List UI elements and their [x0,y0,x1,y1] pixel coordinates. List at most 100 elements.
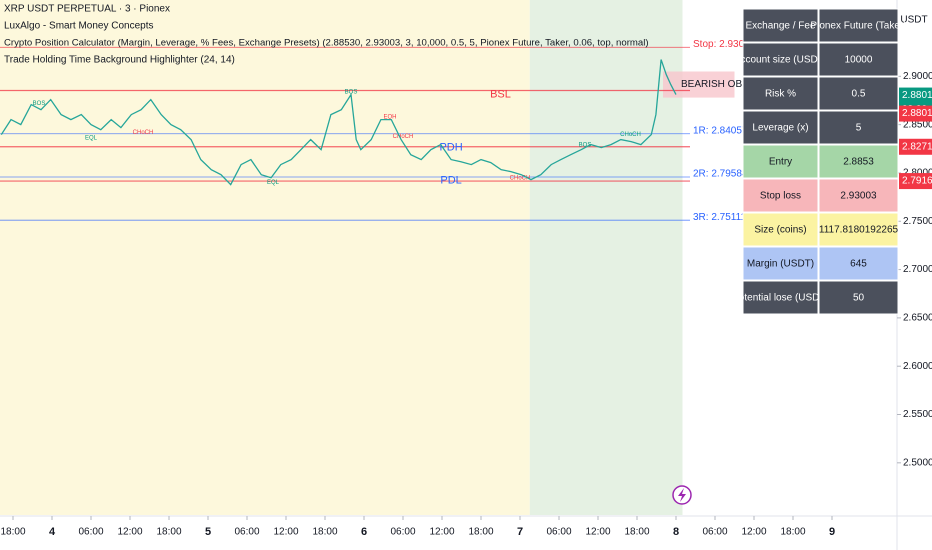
order-block-label: BEARISH OB [681,79,742,90]
x-tick-label: 06:00 [390,527,415,538]
structure-label: PDL [440,174,461,186]
table-text: Leverage (x) [752,123,808,134]
table-text: 1117.8180192265 [819,225,899,236]
structure-label: EQL [85,136,98,142]
table-text: Entry [769,157,792,168]
x-tick-label: 18:00 [156,527,181,538]
structure-label: BSL [490,89,511,101]
x-tick-label: 12:00 [585,527,610,538]
table-cell [818,280,899,315]
x-tick-label: 12:00 [117,527,142,538]
table-text: 0.5 [852,89,866,100]
x-tick-label: 18:00 [312,527,337,538]
structure-label: EQL [267,180,280,186]
table-text: Exchange / Fee [745,21,815,32]
table-cell [742,8,819,43]
structure-label: BOS [579,143,592,149]
indicator: Crypto Position Calculator (Margin, Leve… [4,38,649,49]
table-text: Potential lose (USDT) [732,293,829,304]
x-tick-label: 5 [205,526,211,538]
table-cell [742,42,819,77]
y-tick-label: 2.7000 [903,264,932,275]
symbol-title: XRP USDT PERPETUAL · 3 · Pionex [4,4,170,15]
table-text: 5 [856,123,862,134]
table-text: 2.8853 [843,157,874,168]
price-tag [899,173,932,190]
price-tag-label: 2.8801 [902,108,932,119]
session-highlight [529,0,683,515]
table-text: Stop loss [760,191,801,202]
structure-label: BOS [345,89,358,95]
x-tick-label: 18:00 [780,527,805,538]
price-tag [899,105,932,122]
table-cell [818,212,899,247]
x-tick-label: 12:00 [273,527,298,538]
price-tag [899,138,932,155]
table-cell [742,280,819,315]
y-tick-label: 2.9000 [903,71,932,82]
price-tag-label: 2.8271 [902,141,932,152]
x-tick-label: 6 [361,526,367,538]
structure-label: CHoCH [510,175,531,181]
structure-label: EQH [383,114,396,120]
price-tag-label: 2.7916 [902,176,932,187]
table-cell [818,8,899,43]
x-tick-label: 8 [673,526,679,538]
x-tick-label: 18:00 [624,527,649,538]
table-cell [742,212,819,247]
table-cell [742,246,819,281]
table-text: Size (coins) [754,225,806,236]
table-text: 2.93003 [840,191,877,202]
x-tick-label: 18:00 [0,527,25,538]
table-cell [818,42,899,77]
table-text: 50 [853,293,865,304]
x-tick-label: 06:00 [546,527,571,538]
plot: BEARISH OB Stop: 2.93003 1R: 2.84057 2R: 2.… [0,39,756,223]
table-cell [742,178,819,213]
axis-unit: USDT [900,15,927,26]
y-tick-label: 2.7500 [903,216,932,227]
session-highlight [0,0,530,515]
x-tick-label: 9 [829,526,835,538]
table-text: 10000 [845,55,873,66]
y-tick-label: 2.8500 [903,119,932,130]
x-tick-label: 7 [517,526,523,538]
table-text: Margin (USDT) [747,259,814,270]
y-tick-label: 2.5500 [903,409,932,420]
y-tick-label: 2.6500 [903,313,932,324]
table-cell [742,110,819,145]
x-tick-label: 4 [49,526,56,538]
alert-icon [672,485,692,505]
x-tick-label: 06:00 [234,527,259,538]
table-cell [818,76,899,111]
table-cell [818,110,899,145]
x-tick-label: 12:00 [741,527,766,538]
indicator: Trade Holding Time Background Highlighte… [4,55,235,66]
y-tick-label: 2.6000 [903,361,932,372]
structure-label: CHoCH [620,132,641,138]
x-tick-label: 12:00 [429,527,454,538]
structure-label: CHoCH [393,134,414,140]
price-level-label: 1R: 2.84057 [693,125,748,136]
table-cell [818,144,899,179]
table-text: Account size (USDT) [734,55,827,66]
table-text: 645 [850,259,867,270]
x-tick-label: 18:00 [468,527,493,538]
price-tag-label: 2.8801 [902,90,932,101]
x-tick-label: 06:00 [78,527,103,538]
x-tick-label: 06:00 [702,527,727,538]
table-cell [818,246,899,281]
price-level-label: 3R: 2.75111 [693,212,746,223]
price-level-label: 2R: 2.79584 [693,169,748,180]
price-level-label: Stop: 2.93003 [693,39,756,50]
table-cell [742,144,819,179]
table-text: Risk % [765,89,796,100]
table-text: Pionex Future (Taker) [810,21,906,32]
structure-label: CHoCH [133,130,154,136]
table-cell [742,76,819,111]
price-line [0,59,677,186]
structure-label: BOS [33,101,46,107]
table-cell [818,178,899,213]
